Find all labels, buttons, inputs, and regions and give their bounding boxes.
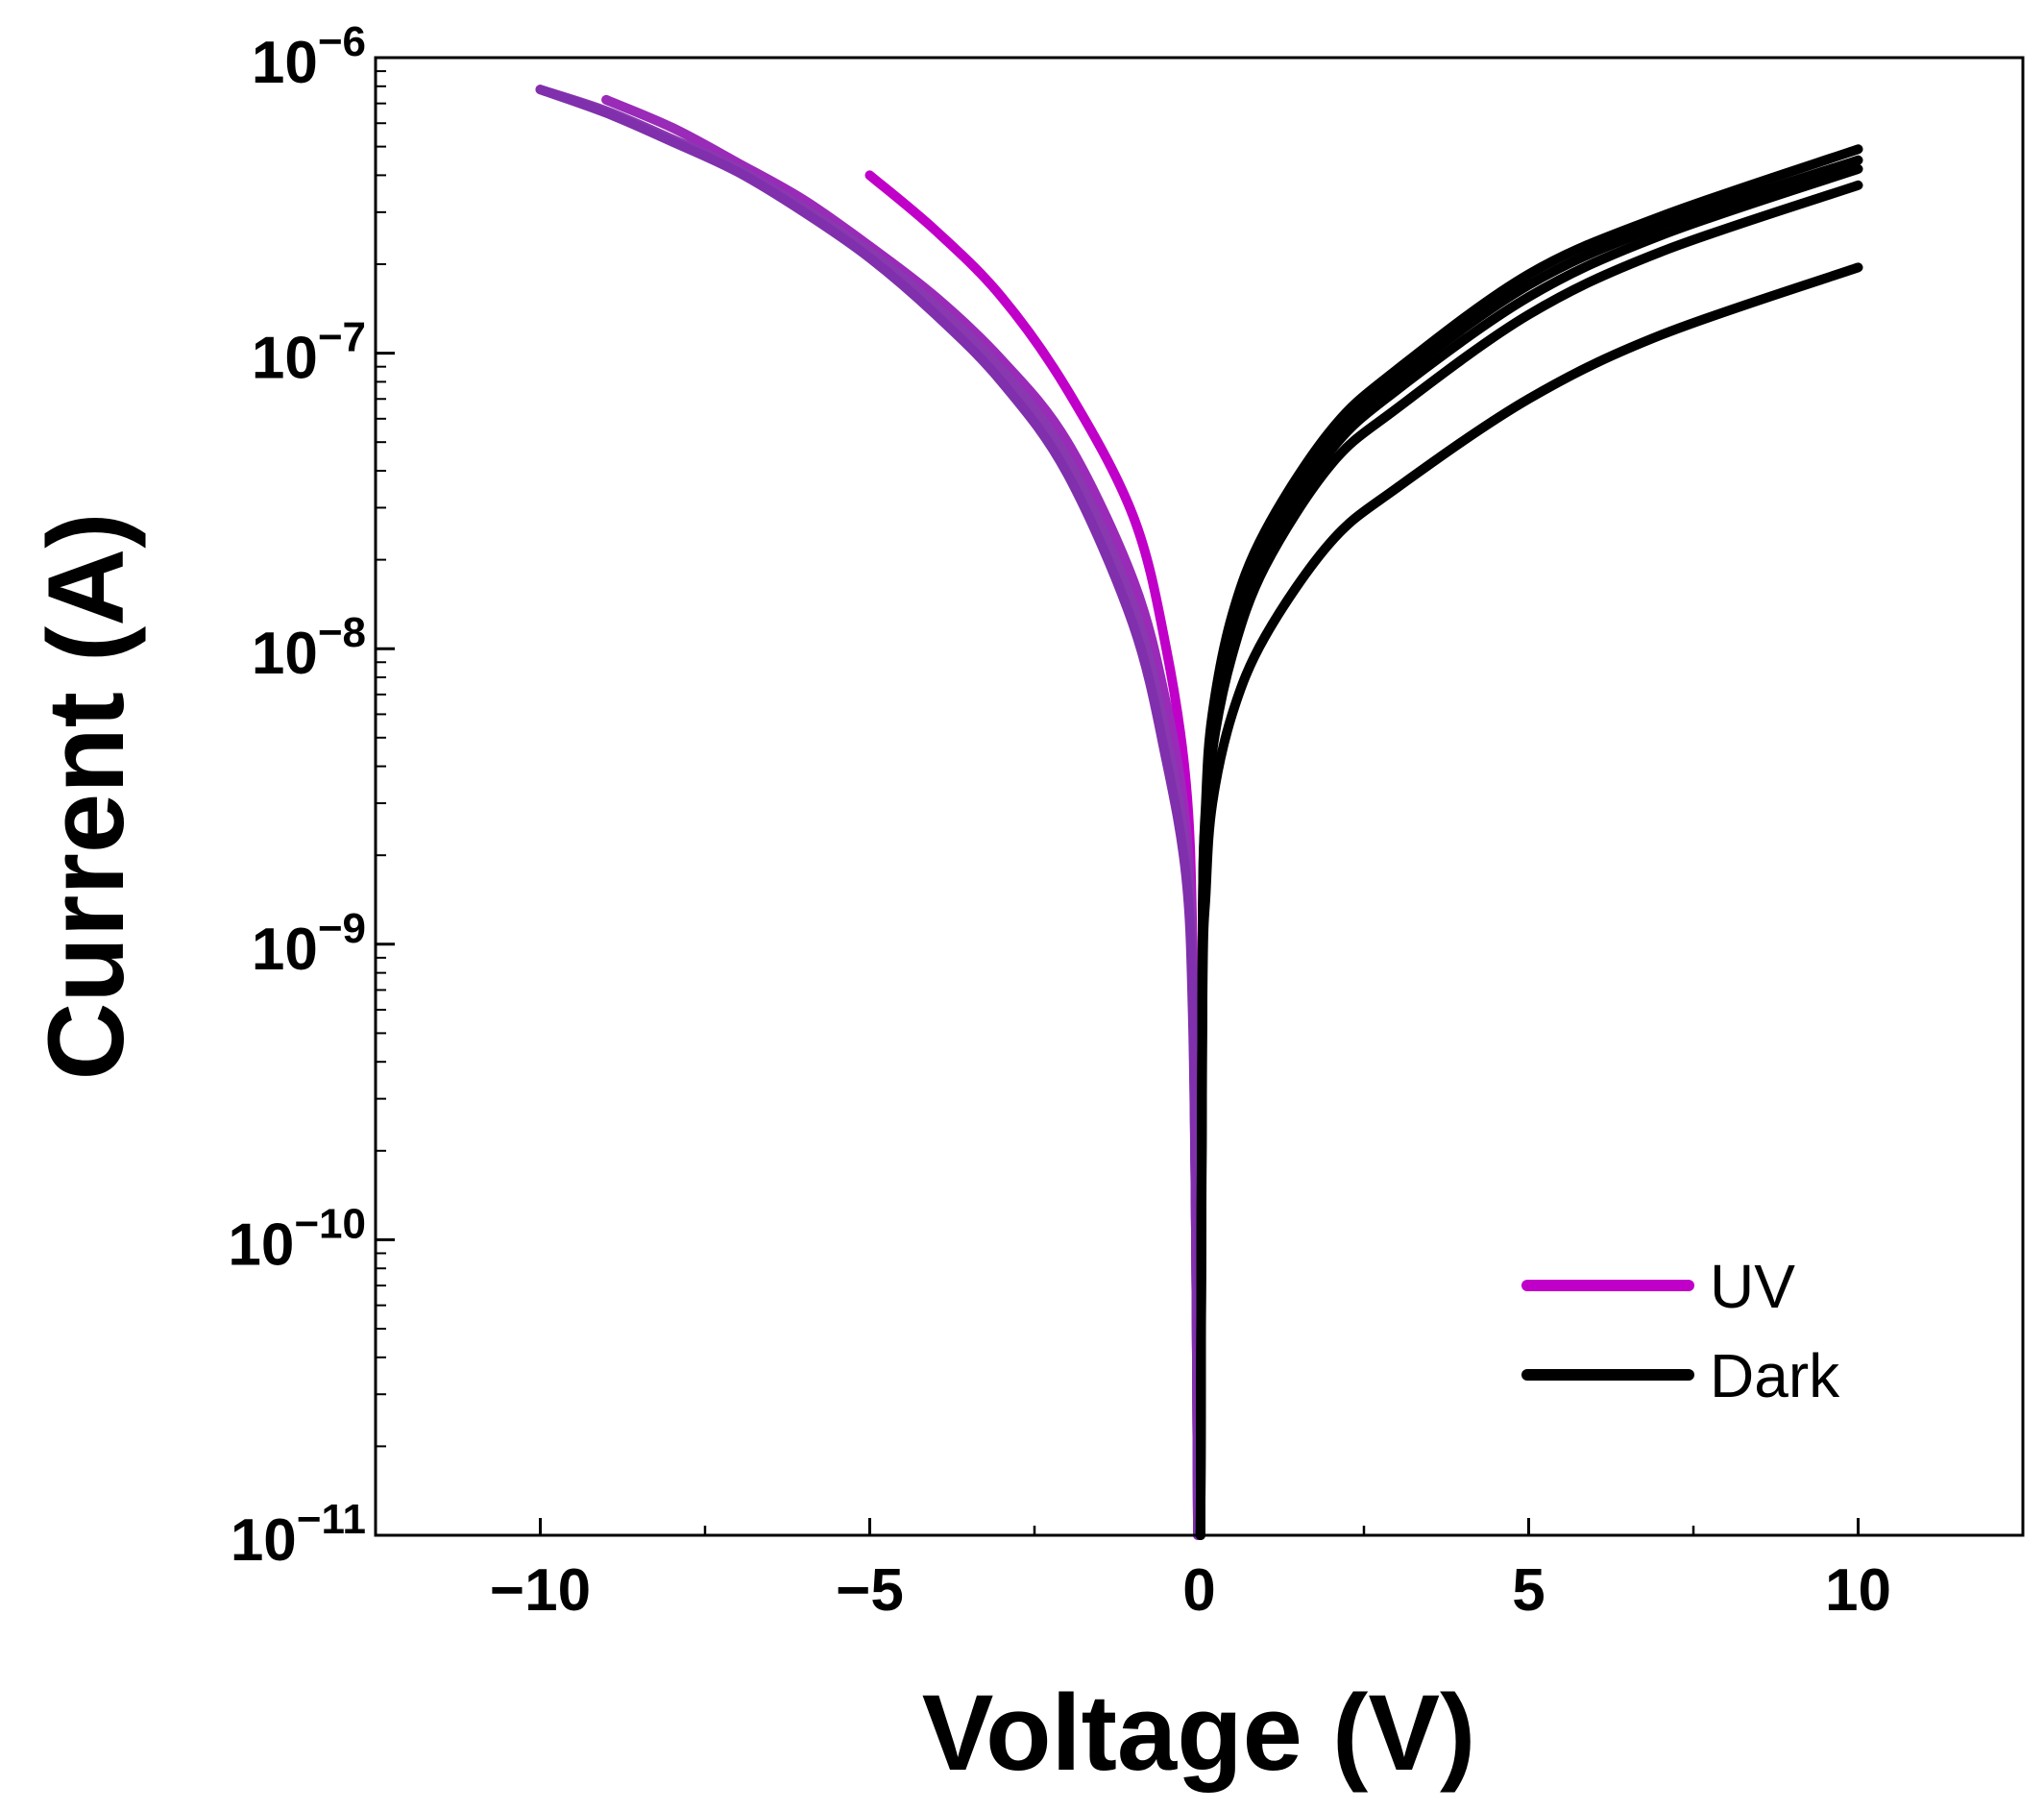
x-axis-label: Voltage (V) xyxy=(922,1673,1476,1793)
y-tick-label: 10−7 xyxy=(252,314,366,392)
legend: UV Dark xyxy=(1521,1252,1840,1410)
x-tick-label: −5 xyxy=(836,1557,904,1624)
y-tick-label: 10−9 xyxy=(252,905,366,983)
legend-dark-label: Dark xyxy=(1710,1341,1840,1410)
tick-label-layer: −10 −5 0 5 10 10−6 10−7 10−8 10−9 10−10 10−11 xyxy=(228,18,1891,1624)
y-tick-label: 10−11 xyxy=(231,1496,366,1574)
x-tick-label: 5 xyxy=(1512,1557,1545,1624)
x-tick-label: −10 xyxy=(490,1557,591,1624)
y-axis-label: Current (A) xyxy=(26,512,146,1080)
series-layer xyxy=(535,85,1863,1540)
y-tick-label: 10−6 xyxy=(252,18,366,96)
series-line-uv-3 xyxy=(535,85,1204,1540)
x-tick-label: 0 xyxy=(1182,1557,1215,1624)
legend-uv-label: UV xyxy=(1710,1252,1795,1321)
y-tick-label: 10−8 xyxy=(252,609,366,687)
x-tick-label: 10 xyxy=(1825,1557,1891,1624)
y-tick-label: 10−10 xyxy=(228,1200,366,1278)
series-line-dark-8 xyxy=(1195,262,1863,1540)
plot-frame xyxy=(374,56,2025,1537)
